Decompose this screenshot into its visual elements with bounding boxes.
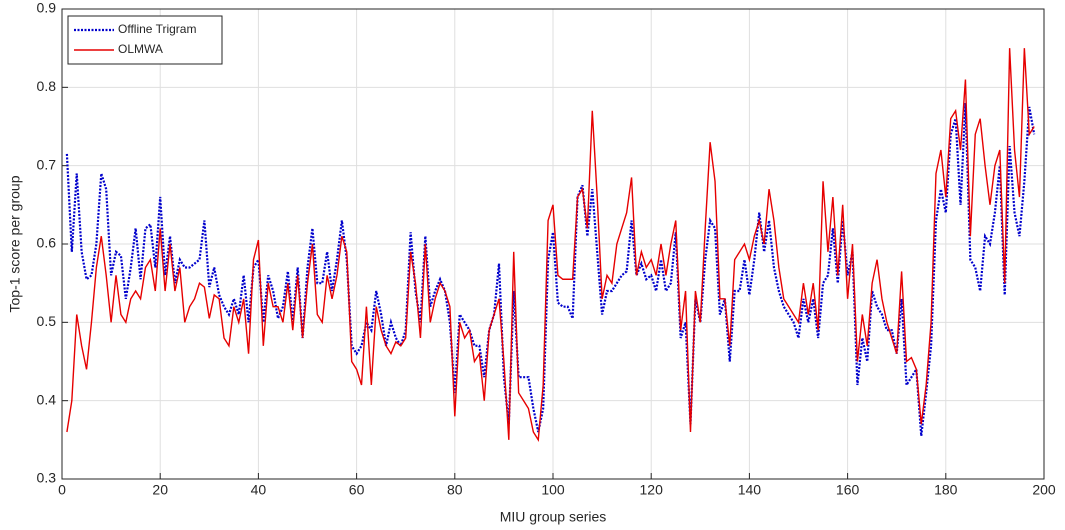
y-axis-label: Top-1 score per group bbox=[7, 175, 23, 312]
legend-label: OLMWA bbox=[118, 42, 163, 56]
x-tick-label: 0 bbox=[58, 482, 66, 498]
x-tick-label: 160 bbox=[836, 482, 860, 498]
x-tick-label: 100 bbox=[541, 482, 565, 498]
legend-box bbox=[67, 15, 223, 65]
x-tick-label: 140 bbox=[738, 482, 762, 498]
x-tick-label: 60 bbox=[349, 482, 365, 498]
y-tick-label: 0.6 bbox=[37, 235, 57, 251]
y-tick-label: 0.8 bbox=[37, 78, 57, 94]
x-tick-label: 80 bbox=[447, 482, 463, 498]
x-axis-label: MIU group series bbox=[500, 509, 607, 525]
data-line bbox=[66, 48, 1035, 442]
x-tick-label: 20 bbox=[152, 482, 168, 498]
x-tick-label: 200 bbox=[1032, 482, 1056, 498]
y-tick-label: 0.7 bbox=[37, 156, 57, 172]
plot-frame bbox=[61, 8, 1045, 480]
legend-label: Offline Trigram bbox=[118, 22, 196, 36]
data-line bbox=[65, 102, 1036, 437]
y-tick-label: 0.4 bbox=[37, 391, 57, 407]
y-tick-label: 0.9 bbox=[37, 0, 57, 16]
x-tick-label: 40 bbox=[251, 482, 267, 498]
y-tick-label: 0.3 bbox=[37, 470, 57, 486]
y-tick-label: 0.5 bbox=[37, 313, 57, 329]
x-tick-label: 120 bbox=[640, 482, 664, 498]
x-tick-label: 180 bbox=[934, 482, 958, 498]
